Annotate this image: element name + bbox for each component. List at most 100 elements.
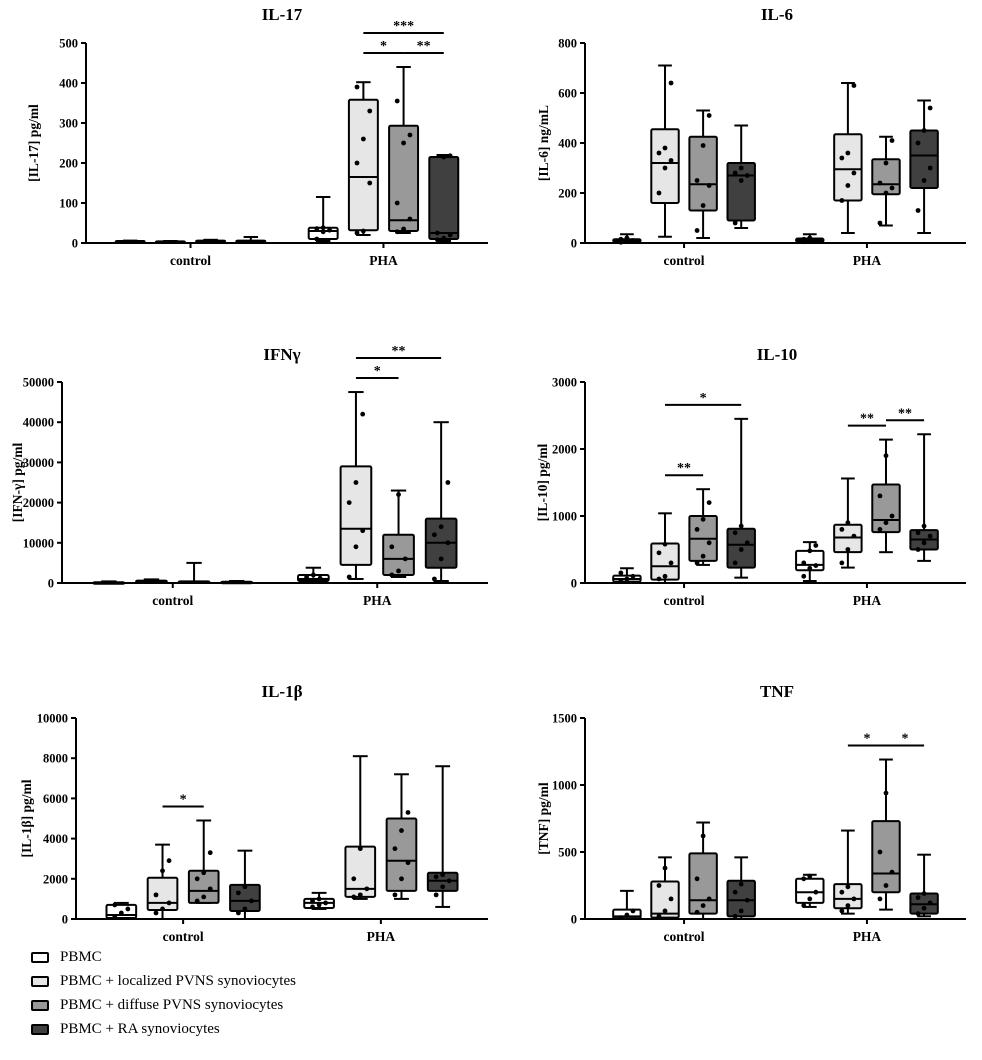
box-PHA-2 xyxy=(871,135,901,227)
data-point xyxy=(389,544,395,550)
data-point xyxy=(656,550,662,556)
data-point xyxy=(160,868,165,874)
data-point xyxy=(915,140,921,146)
box-control-3 xyxy=(726,124,756,229)
data-point xyxy=(694,909,700,915)
data-point xyxy=(921,128,927,133)
x-category-label: control xyxy=(664,593,705,608)
significance-label: * xyxy=(180,793,187,808)
box-PHA-2 xyxy=(388,66,420,235)
data-point xyxy=(407,216,413,222)
data-point xyxy=(624,576,630,582)
data-point xyxy=(700,203,706,208)
box-control-2 xyxy=(688,488,718,566)
box-control-0 xyxy=(612,889,642,921)
data-point xyxy=(889,869,895,875)
legend: PBMC PBMC + localized PVNS synoviocytes … xyxy=(31,948,431,1044)
data-point xyxy=(927,105,933,111)
data-point xyxy=(883,190,889,196)
x-category-label: PHA xyxy=(853,929,882,944)
legend-item-ra: PBMC + RA synoviocytes xyxy=(31,1020,431,1042)
x-category-label: PHA xyxy=(853,593,882,608)
data-point xyxy=(662,165,668,171)
significance-label: * xyxy=(902,732,909,747)
data-point xyxy=(320,229,326,235)
y-tick-label: 40000 xyxy=(23,416,54,430)
data-point xyxy=(845,903,851,908)
box-body xyxy=(726,162,756,222)
box-PHA-2 xyxy=(871,758,901,911)
data-point xyxy=(201,894,207,900)
significance-label: ** xyxy=(677,461,691,476)
significance-label: ** xyxy=(898,406,912,421)
y-tick-label: 500 xyxy=(558,846,577,860)
data-point xyxy=(732,170,738,176)
data-point xyxy=(405,860,411,866)
y-tick-label: 400 xyxy=(558,137,577,151)
legend-item-diffuse-pvns: PBMC + diffuse PVNS synoviocytes xyxy=(31,996,431,1018)
data-point xyxy=(433,874,439,880)
data-point xyxy=(732,220,738,226)
box-control-3 xyxy=(229,849,261,920)
data-point xyxy=(845,520,851,526)
box-control-1 xyxy=(650,512,680,584)
data-point xyxy=(354,84,360,90)
data-point xyxy=(353,480,359,485)
legend-swatch-ra xyxy=(31,1024,49,1035)
y-tick-label: 0 xyxy=(72,237,78,251)
data-point xyxy=(813,237,819,243)
significance-label: * xyxy=(380,39,387,54)
data-point xyxy=(630,908,636,914)
y-tick-label: 300 xyxy=(59,117,78,131)
y-tick-label: 100 xyxy=(59,197,78,211)
box-control-2 xyxy=(195,238,227,244)
panel-2: IFNγ [IFN-γ] pg/ml 0 10000 20000 30000 40000 50… xyxy=(10,344,488,608)
data-point xyxy=(889,185,895,191)
box-body xyxy=(871,820,901,894)
data-point xyxy=(851,896,857,902)
panel-title: IL-10 xyxy=(757,345,798,364)
data-point xyxy=(360,136,366,142)
data-point xyxy=(744,897,750,903)
data-point xyxy=(738,523,744,529)
y-tick-label: 10000 xyxy=(23,536,54,550)
data-point xyxy=(357,892,363,898)
data-point xyxy=(883,160,889,166)
data-point xyxy=(927,533,933,539)
box-control-3 xyxy=(726,417,756,579)
data-point xyxy=(389,572,395,578)
box-PHA-1 xyxy=(833,829,863,915)
data-point xyxy=(921,540,927,546)
data-point xyxy=(354,230,360,236)
significance-label: *** xyxy=(393,19,414,34)
data-point xyxy=(399,828,404,833)
y-tick-label: 800 xyxy=(558,37,577,51)
data-point xyxy=(668,80,674,86)
data-point xyxy=(656,913,662,919)
box-control-0 xyxy=(92,580,126,585)
data-point xyxy=(445,480,451,485)
x-category-label: control xyxy=(664,929,705,944)
legend-item-localized-pvns: PBMC + localized PVNS synoviocytes xyxy=(31,972,431,994)
box-PHA-2 xyxy=(871,438,901,554)
data-point xyxy=(851,83,857,88)
data-point xyxy=(700,903,706,908)
panel-title: IL-17 xyxy=(262,5,303,24)
data-point xyxy=(354,160,360,166)
panel-4: IL-1β [IL-1β] pg/ml 0 2000 4000 6000 8000 10000… xyxy=(19,682,488,944)
data-point xyxy=(694,560,700,566)
legend-label-diffuse-pvns: PBMC + diffuse PVNS synoviocytes xyxy=(60,997,284,1013)
data-point xyxy=(877,527,883,532)
data-point xyxy=(732,530,738,536)
data-point xyxy=(310,898,315,904)
data-point xyxy=(353,544,359,550)
data-point xyxy=(235,890,241,896)
box-PHA-0 xyxy=(303,891,335,910)
data-point xyxy=(839,527,845,532)
box-PHA-1 xyxy=(833,82,863,234)
panel-title: TNF xyxy=(760,682,794,701)
data-point xyxy=(700,516,706,522)
data-point xyxy=(367,108,373,114)
y-tick-label: 1000 xyxy=(552,779,577,793)
